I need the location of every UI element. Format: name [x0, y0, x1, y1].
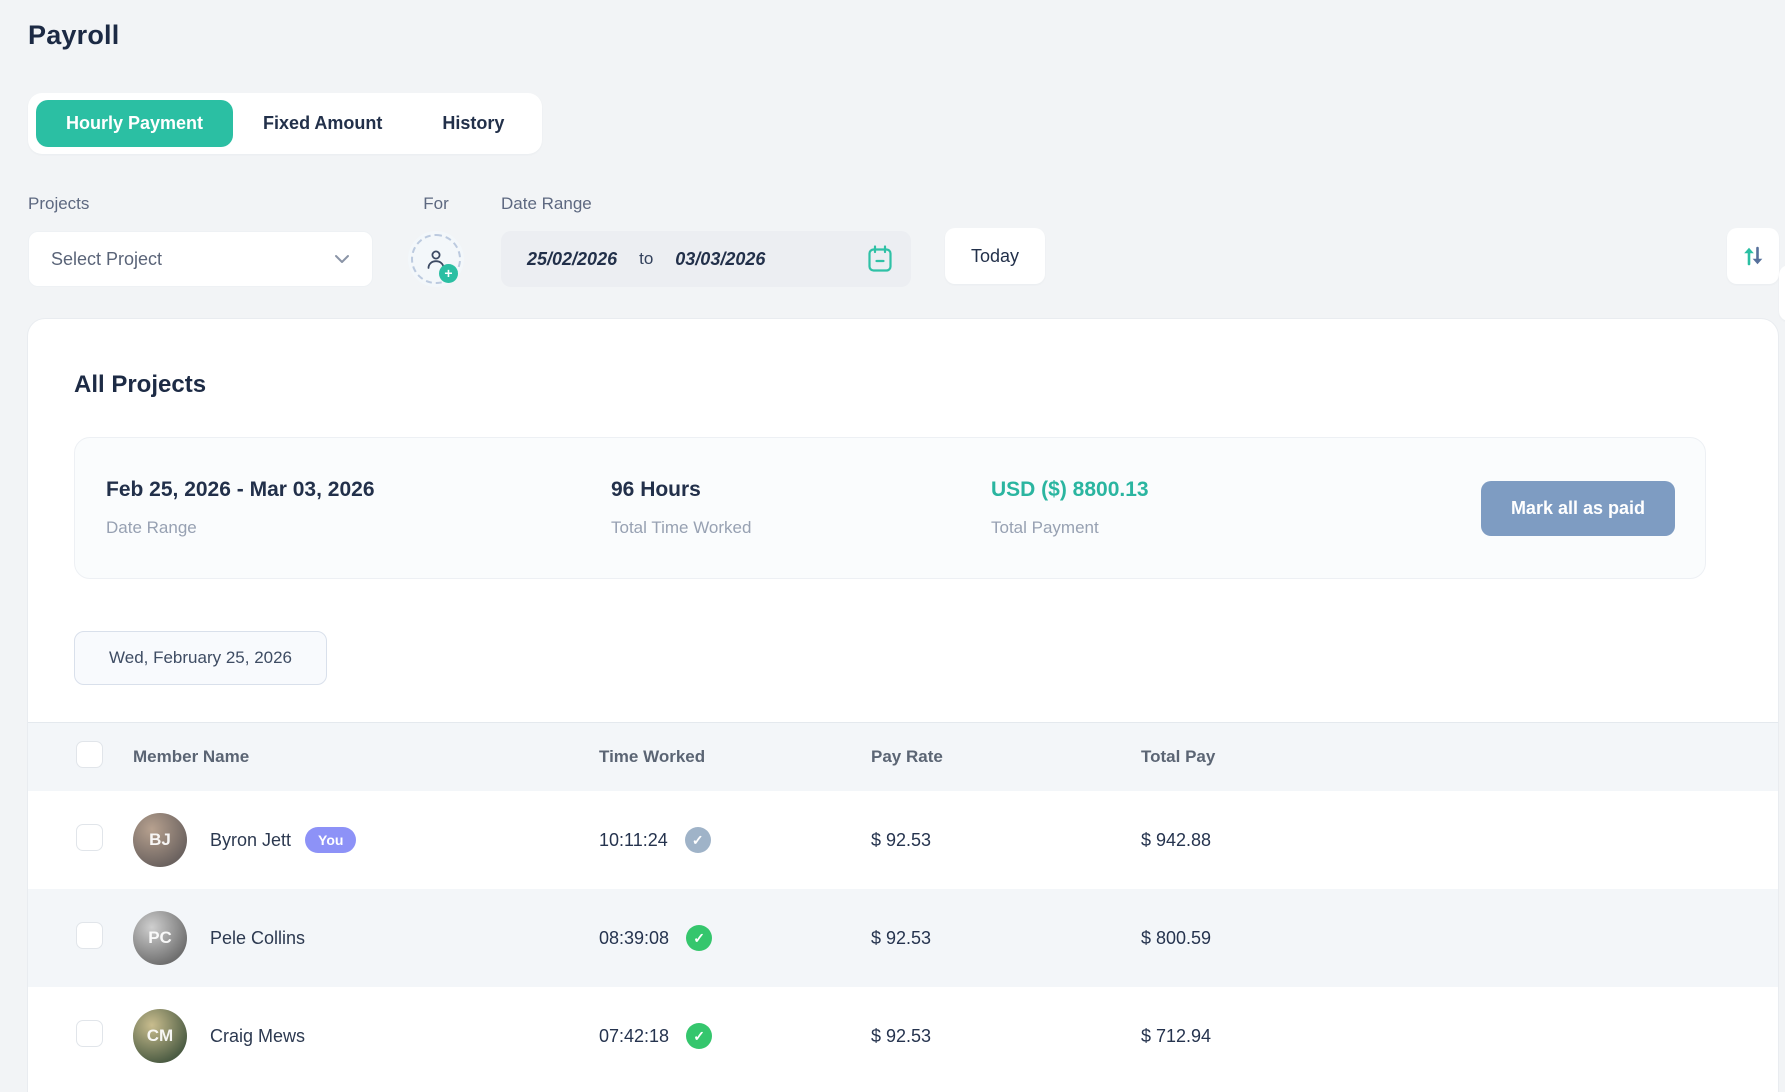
day-chip[interactable]: Wed, February 25, 2026	[74, 631, 328, 685]
table-row: BJ Byron Jett You 10:11:24 ✓ $ 92.53 $ 9…	[28, 791, 1778, 889]
time-worked-value: 07:42:18	[599, 1025, 670, 1046]
column-header-total-pay: Total Pay	[1141, 747, 1216, 766]
sort-arrows-icon	[1740, 243, 1766, 269]
select-all-checkbox[interactable]	[76, 741, 103, 768]
sort-button[interactable]	[1727, 228, 1779, 284]
summary-date-range-label: Date Range	[106, 518, 197, 537]
for-filter: For +	[405, 194, 467, 287]
time-cell: 08:39:08 ✓	[599, 925, 871, 951]
avatar: PC	[133, 911, 187, 965]
avatar: BJ	[133, 813, 187, 867]
date-to-word: to	[639, 249, 654, 268]
member-cell: PC Pele Collins	[133, 911, 599, 965]
plus-badge-icon: +	[439, 264, 458, 283]
date-from-value: 25/02/2026	[527, 248, 618, 269]
column-header-member-name: Member Name	[133, 747, 250, 766]
summary-card: Feb 25, 2026 - Mar 03, 2026 Date Range 9…	[74, 437, 1706, 579]
pay-rate-value: $ 92.53	[871, 927, 932, 948]
all-projects-card: All Projects Feb 25, 2026 - Mar 03, 2026…	[27, 318, 1779, 1092]
date-range-input[interactable]: 25/02/2026 to 03/03/2026	[501, 231, 911, 287]
table-row: PC Pele Collins 08:39:08 ✓ $ 92.53 $ 800…	[28, 889, 1778, 987]
column-header-pay-rate: Pay Rate	[871, 747, 943, 766]
row-checkbox[interactable]	[76, 1020, 103, 1047]
filter-row: Projects Select Project For +	[28, 194, 1779, 287]
member-name: Pele Collins	[210, 927, 306, 948]
today-button[interactable]: Today	[945, 228, 1046, 284]
tab-fixed-amount[interactable]: Fixed Amount	[263, 113, 383, 133]
total-pay-value: $ 800.59	[1141, 927, 1212, 948]
check-icon: ✓	[686, 925, 713, 951]
avatar: CM	[133, 1009, 187, 1063]
date-range-filter: Date Range 25/02/2026 to 03/03/2026	[501, 194, 911, 287]
member-cell: BJ Byron Jett You	[133, 813, 599, 867]
payment-tabs: Hourly Payment Fixed Amount History	[28, 93, 543, 154]
total-pay-value: $ 712.94	[1141, 1025, 1212, 1046]
date-range-label: Date Range	[501, 194, 592, 213]
calendar-icon	[867, 245, 893, 273]
assign-member-button[interactable]: +	[408, 231, 464, 287]
column-header-time-worked: Time Worked	[599, 747, 706, 766]
page-title: Payroll	[28, 20, 120, 50]
chevron-down-icon	[334, 254, 350, 264]
time-worked-value: 08:39:08	[599, 927, 670, 948]
pay-rate-value: $ 92.53	[871, 829, 932, 850]
all-projects-title: All Projects	[74, 371, 207, 398]
row-checkbox[interactable]	[76, 922, 103, 949]
table-header-row: Member Name Time Worked Pay Rate Total P…	[28, 722, 1778, 791]
row-checkbox[interactable]	[76, 824, 103, 851]
summary-total-payment-value: USD ($) 8800.13	[991, 478, 1149, 501]
time-cell: 07:42:18 ✓	[599, 1023, 871, 1049]
total-pay-value: $ 942.88	[1141, 829, 1212, 850]
summary-date-range-value: Feb 25, 2026 - Mar 03, 2026	[106, 478, 375, 501]
summary-date-range: Feb 25, 2026 - Mar 03, 2026 Date Range	[106, 478, 611, 538]
projects-filter: Projects Select Project	[28, 194, 373, 287]
project-select[interactable]: Select Project	[28, 231, 373, 287]
project-select-value: Select Project	[51, 248, 163, 269]
you-badge: You	[305, 827, 357, 853]
mark-all-as-paid-button[interactable]: Mark all as paid	[1480, 480, 1675, 536]
check-icon: ✓	[686, 1023, 713, 1049]
summary-total-payment-label: Total Payment	[991, 518, 1099, 537]
tab-hourly-payment[interactable]: Hourly Payment	[36, 100, 234, 147]
pay-rate-value: $ 92.53	[871, 1025, 932, 1046]
time-worked-value: 10:11:24	[599, 829, 668, 850]
table-row: CM Craig Mews 07:42:18 ✓ $ 92.53 $ 712.9…	[28, 987, 1778, 1085]
tab-history[interactable]: History	[442, 113, 505, 133]
date-to-value: 03/03/2026	[675, 248, 766, 269]
summary-total-payment: USD ($) 8800.13 Total Payment	[991, 478, 1481, 538]
member-name: Craig Mews	[210, 1025, 306, 1046]
overflow-edge-button[interactable]	[1779, 265, 1785, 321]
projects-label: Projects	[28, 194, 90, 213]
check-icon: ✓	[684, 827, 711, 853]
payroll-table: Member Name Time Worked Pay Rate Total P…	[28, 722, 1778, 1085]
member-cell: CM Craig Mews	[133, 1009, 599, 1063]
summary-total-time-value: 96 Hours	[611, 478, 701, 501]
summary-total-time: 96 Hours Total Time Worked	[611, 478, 991, 538]
for-label: For	[423, 194, 449, 213]
summary-total-time-label: Total Time Worked	[611, 518, 752, 537]
time-cell: 10:11:24 ✓	[599, 827, 871, 853]
member-name: Byron Jett	[210, 829, 292, 850]
page-header: Payroll	[0, 0, 1785, 51]
